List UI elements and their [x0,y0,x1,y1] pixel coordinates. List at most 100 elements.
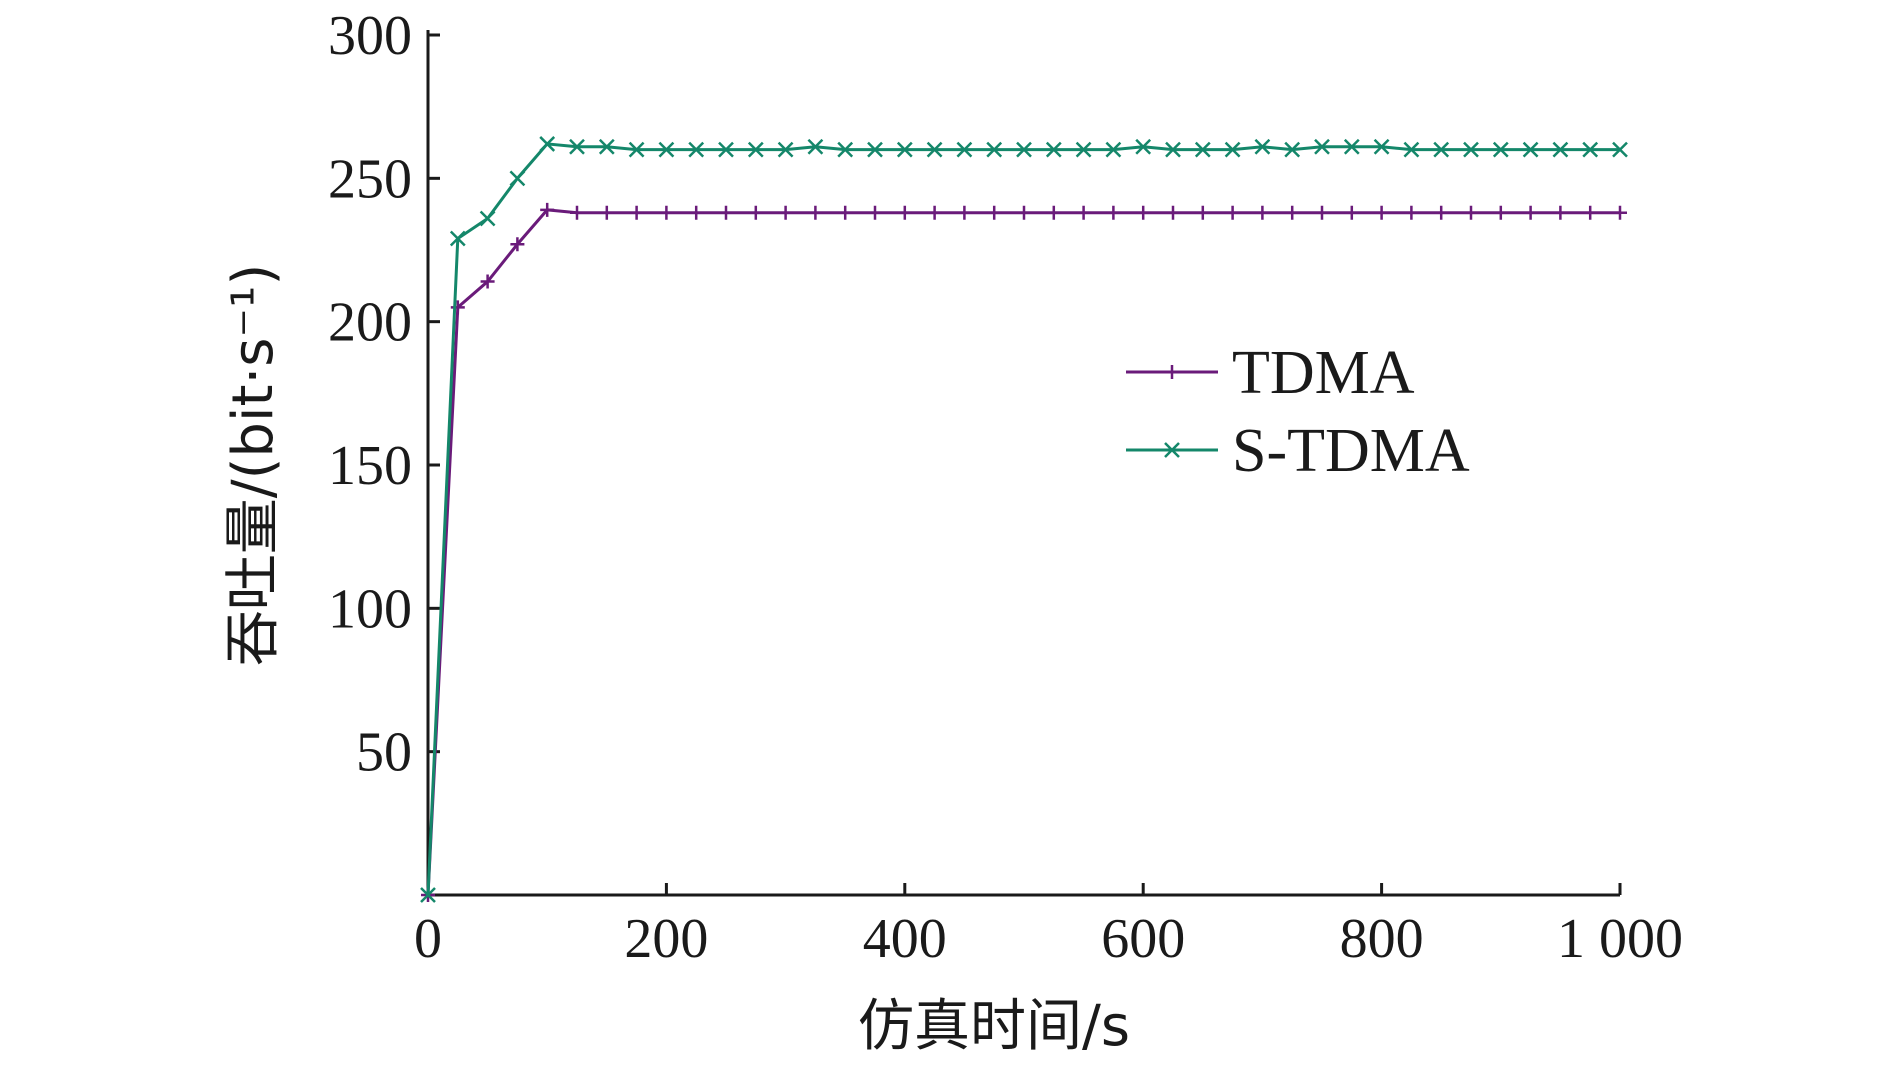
data-point [1016,141,1032,158]
series-tdma [421,202,1627,902]
data-point [1404,205,1419,220]
data-point [629,205,644,220]
legend-marker [1164,442,1180,458]
legend-label: S-TDMA [1232,417,1470,485]
series-line [426,142,1620,896]
data-point [1523,205,1538,220]
data-point [867,141,883,158]
data-point [748,205,763,220]
data-point [599,205,614,220]
x-axis-title: 仿真时间/s [858,994,1130,1059]
data-point [808,205,823,220]
data-point [1374,205,1389,220]
data-point [540,202,555,217]
data-point [1403,141,1420,158]
legend-marker [1165,365,1179,379]
data-point [688,141,705,158]
data-point [570,205,584,220]
y-tick-label: 200 [328,292,412,354]
data-point [1255,205,1270,220]
data-point [1046,205,1061,220]
legend-item: S-TDMA [1126,417,1470,485]
data-point [658,141,675,158]
data-point [1017,205,1031,220]
data-point [1582,141,1599,158]
data-point [1136,205,1151,220]
data-point [868,205,882,220]
data-point [838,205,853,220]
x-tick-label: 800 [1340,908,1424,970]
data-point [1613,205,1627,220]
data-point [659,205,674,220]
data-point [479,210,496,227]
x-tick-label: 400 [863,908,947,970]
data-point [1492,141,1509,158]
data-point [1165,141,1181,158]
data-point [1552,141,1569,158]
x-tick-label: 600 [1101,908,1185,970]
data-point [1045,141,1062,158]
data-point [1344,205,1359,220]
data-point [1106,205,1121,220]
data-point [689,205,704,220]
data-point [1224,141,1241,158]
data-point [1612,141,1628,158]
data-point [1343,138,1360,155]
y-tick-label: 250 [328,148,412,210]
data-point [986,141,1003,158]
data-point [1075,141,1092,158]
data-point [1434,205,1449,220]
data-point [480,274,495,289]
data-point [837,141,854,158]
data-point [509,170,526,187]
data-point [1166,205,1180,220]
series-s-tdma [420,136,1628,903]
legend-item: TDMA [1126,339,1415,407]
data-point [956,141,973,158]
data-point [1373,138,1390,155]
x-tick-label: 200 [624,908,708,970]
data-point [598,138,615,155]
legend-label: TDMA [1232,339,1415,407]
data-point [987,205,1002,220]
data-point [569,138,585,155]
data-point [1553,205,1568,220]
data-point [628,141,645,158]
data-point [449,230,466,247]
x-tick-label: 1 000 [1557,908,1683,970]
data-point [1583,205,1598,220]
y-axis-title: 吞吐量/(bit·s⁻¹) [221,264,286,667]
data-point [1076,205,1091,220]
data-point [1225,205,1240,220]
data-point [1135,138,1152,155]
data-point [926,141,943,158]
y-tick-label: 50 [356,722,412,784]
y-tick-label: 300 [328,5,412,67]
data-point [1194,141,1211,158]
data-point [1463,141,1479,158]
data-point [1433,141,1450,158]
data-point [1493,205,1508,220]
plot-area [420,136,1628,903]
y-ticks: 50 100 150 200 250 300 [328,5,440,784]
data-point [718,141,734,158]
data-point [897,205,912,220]
data-point [719,205,733,220]
y-tick-label: 150 [328,435,412,497]
data-point [927,205,942,220]
axes: 50 100 150 200 250 300 0 200 400 600 800 1 000 [328,5,1683,970]
data-point [896,141,913,158]
data-point [450,300,465,315]
data-point [747,141,764,158]
data-point [1314,138,1330,155]
x-tick-label: 0 [414,908,442,970]
data-point [1285,205,1300,220]
data-point [1254,138,1271,155]
data-point [1522,141,1539,158]
x-ticks: 0 200 400 600 800 1 000 [414,883,1683,970]
legend: TDMA S-TDMA [1126,339,1470,485]
data-point [1464,205,1478,220]
data-point [777,141,794,158]
data-point [1195,205,1210,220]
